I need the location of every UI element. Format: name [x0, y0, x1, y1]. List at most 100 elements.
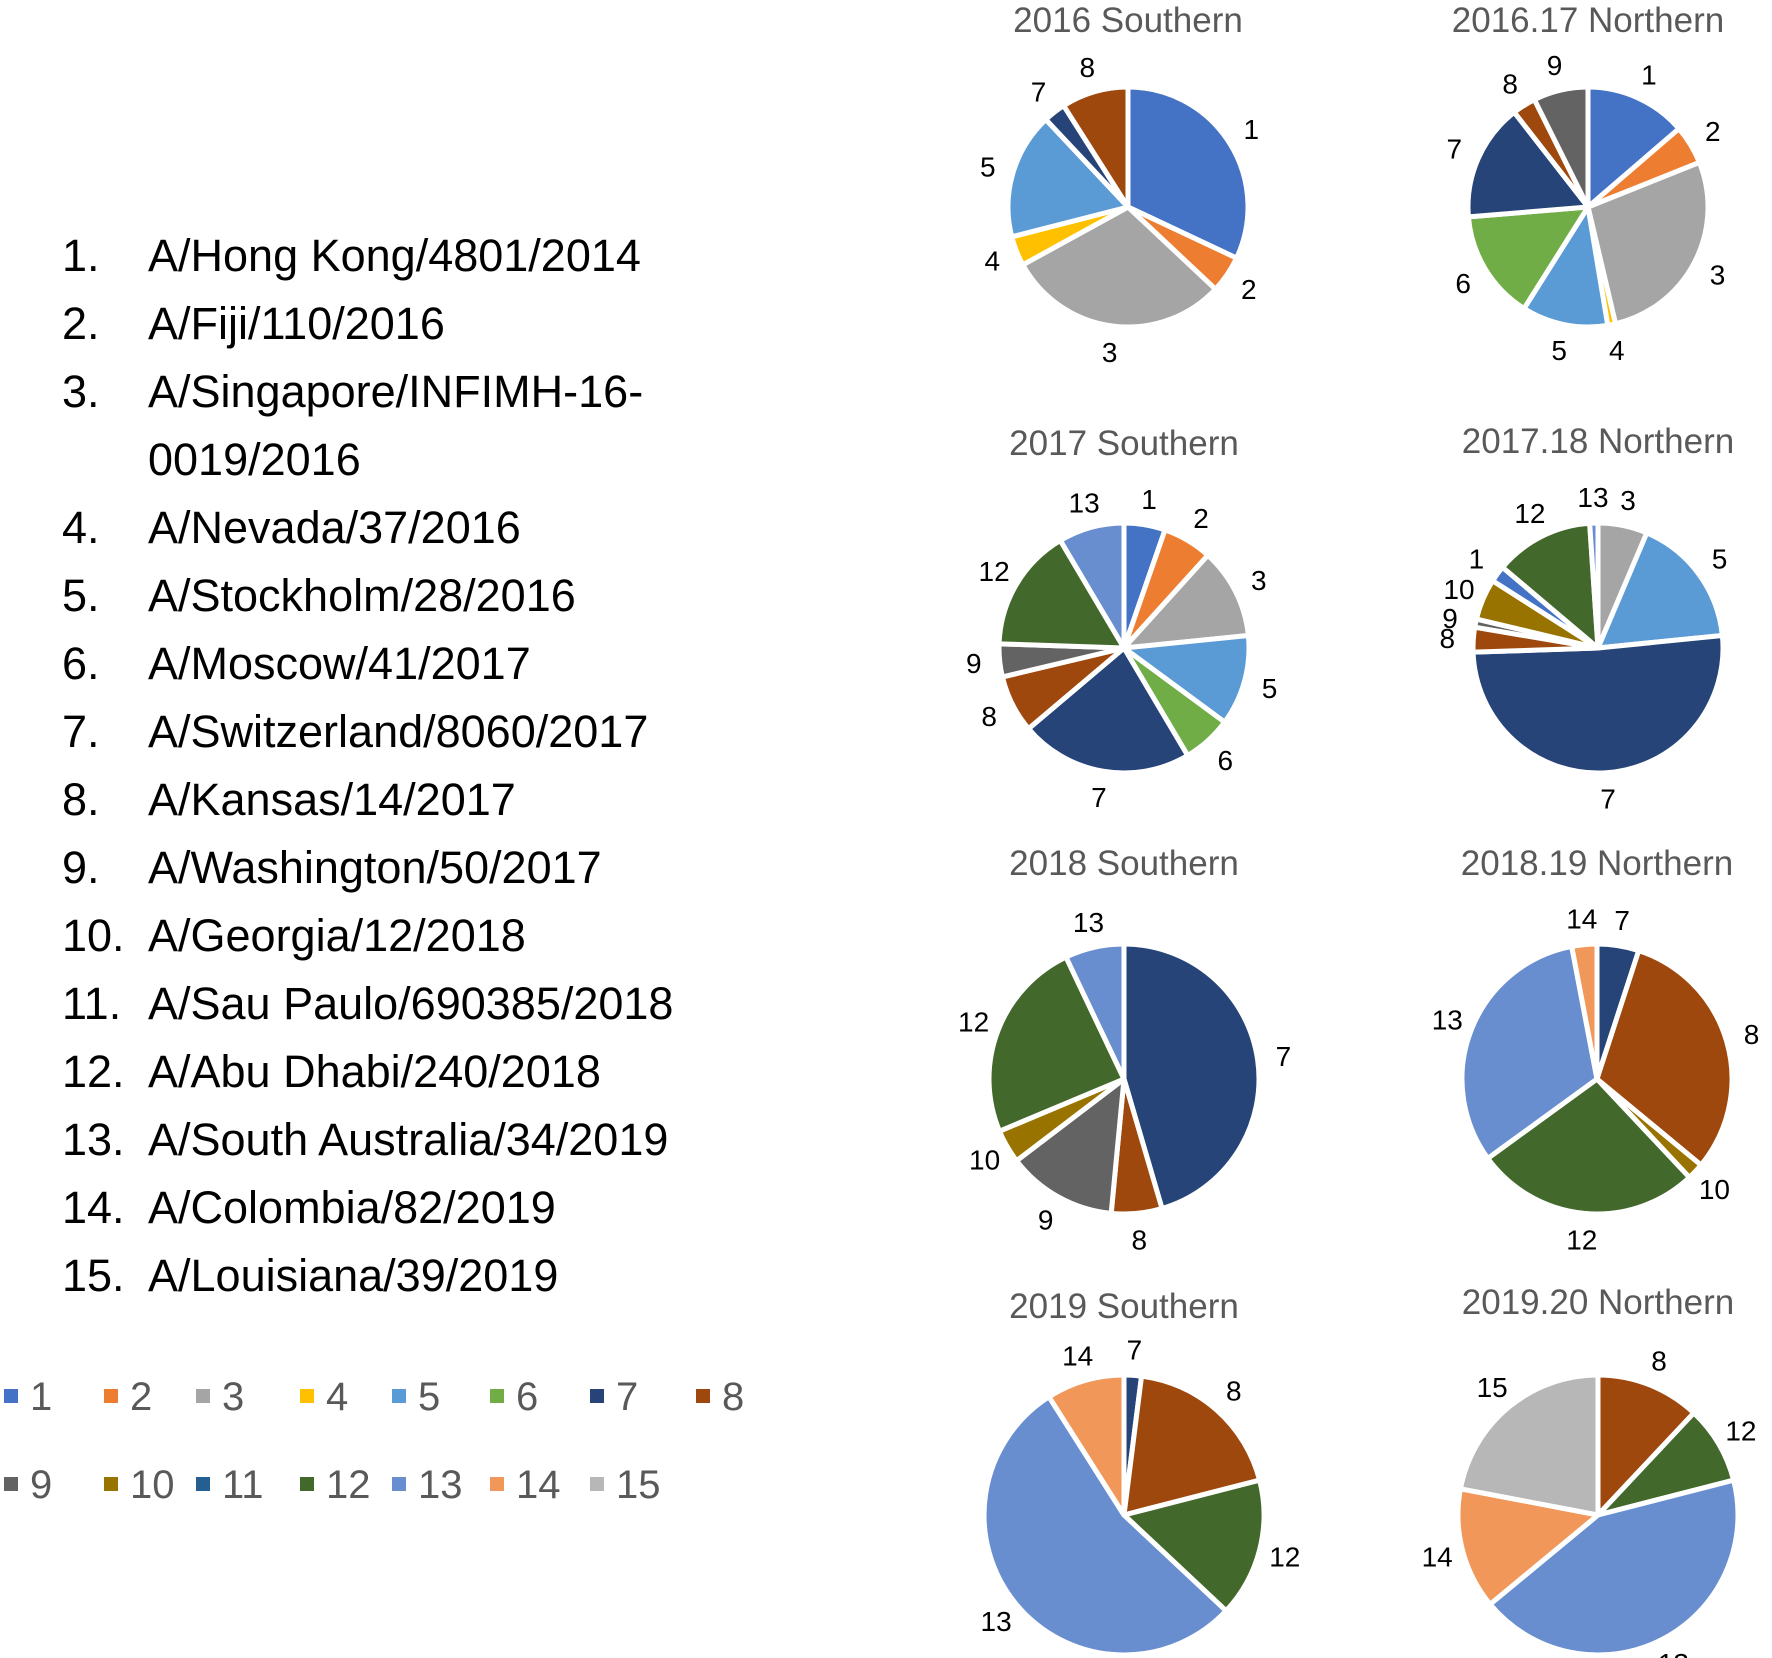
legend-label: 4 [326, 1375, 349, 1419]
slice-label: 9 [1547, 50, 1563, 81]
chart-title: 2019 Southern [1009, 1287, 1239, 1326]
slice-label: 13 [1658, 1648, 1689, 1658]
legend-label: 2 [130, 1375, 153, 1419]
legend-swatch [104, 1389, 118, 1404]
strain-number: 11. [62, 978, 122, 1029]
legend-item: 9 [4, 1463, 52, 1507]
legend-swatch [490, 1389, 504, 1404]
pie-slice [1121, 1373, 1263, 1518]
pie-slice [1063, 941, 1127, 1082]
slice-label: 7 [1276, 1041, 1292, 1072]
slice-label: 10 [1699, 1174, 1730, 1205]
strain-number: 10. [62, 910, 125, 961]
legend-item: 2 [104, 1375, 152, 1419]
strain-number: 6. [62, 638, 100, 689]
slice-label: 9 [1038, 1205, 1054, 1236]
strain-name: A/Moscow/41/2017 [148, 638, 531, 689]
legend-swatch [490, 1477, 504, 1492]
slice-label: 14 [1422, 1541, 1453, 1572]
slice-label: 12 [1269, 1541, 1300, 1572]
pie-slice [1125, 84, 1251, 261]
pie-slice [1455, 1486, 1601, 1607]
slice-label: 1 [1141, 484, 1157, 515]
pie-slice [1057, 520, 1127, 651]
pie-slice [1585, 84, 1682, 210]
legend-swatch [392, 1477, 406, 1492]
slice-label: 13 [1432, 1005, 1463, 1036]
chart-title: 2019.20 Northern [1462, 1283, 1734, 1322]
strain-number: 8. [62, 774, 100, 825]
strain-name: A/Hong Kong/4801/2014 [148, 230, 641, 281]
legend-swatch [300, 1389, 314, 1404]
slice-label: 4 [985, 246, 1001, 277]
legend-label: 5 [418, 1375, 441, 1419]
slice-label: 13 [1073, 907, 1104, 938]
pie-chart: 2019 Southern 7 8 12 13 14 [981, 1287, 1300, 1658]
strain-name: A/Nevada/37/2016 [148, 502, 521, 553]
legend-label: 14 [516, 1463, 561, 1507]
legend-item: 1 [4, 1375, 52, 1419]
slice-label: 9 [1442, 603, 1458, 634]
strain-number: 3. [62, 366, 100, 417]
slice-label: 8 [1744, 1019, 1760, 1050]
strain-name: A/Stockholm/28/2016 [148, 570, 576, 621]
legend-item: 12 [300, 1463, 371, 1507]
legend-label: 6 [516, 1375, 539, 1419]
pie-slice [1465, 204, 1591, 312]
slice-label: 8 [1651, 1346, 1667, 1377]
pie-slice [1595, 530, 1725, 651]
strain-number: 9. [62, 842, 100, 893]
legend-swatch [196, 1389, 210, 1404]
legend-label: 13 [418, 1463, 463, 1507]
strain-name: A/South Australia/34/2019 [148, 1114, 669, 1165]
pie-slice [1521, 204, 1611, 330]
legend-label: 11 [222, 1463, 264, 1507]
legend-swatch [696, 1389, 710, 1404]
legend-item: 13 [392, 1463, 463, 1507]
pie-slice [1594, 948, 1735, 1168]
pie-slice [1005, 117, 1131, 240]
pie-slice [1026, 645, 1191, 776]
strain-number: 15. [62, 1250, 125, 1301]
strain-name: A/Washington/50/2017 [148, 842, 602, 893]
slice-label: 3 [1710, 259, 1726, 290]
chart-title: 2016.17 Northern [1452, 1, 1724, 40]
pie-slice [1121, 552, 1251, 651]
legend-label: 12 [326, 1463, 371, 1507]
legend-swatch [590, 1389, 604, 1404]
slice-label: 12 [1566, 1224, 1597, 1255]
legend-item: 7 [590, 1375, 638, 1419]
legend-label: 1 [30, 1375, 53, 1419]
slice-label: 1 [1641, 59, 1657, 90]
slice-label: 13 [1069, 487, 1100, 518]
strain-number: 14. [62, 1182, 125, 1233]
slice-label: 8 [1440, 623, 1456, 654]
slice-label: 14 [1062, 1341, 1093, 1372]
chart-title: 2017.18 Northern [1462, 422, 1734, 461]
pie-slice [1457, 1372, 1601, 1518]
pie-chart: 2016.17 Northern 1 2 3 4 5 6 7 89 [1447, 1, 1726, 366]
slice-label: 8 [1502, 69, 1518, 100]
slice-label: 5 [980, 151, 996, 182]
strain-name: A/Sau Paulo/690385/2018 [148, 978, 674, 1029]
strain-number: 4. [62, 502, 100, 553]
slice-label: 6 [1455, 268, 1471, 299]
strain-name: A/Abu Dhabi/240/2018 [148, 1046, 601, 1097]
pie-slice [1569, 941, 1600, 1082]
slice-label: 8 [1132, 1224, 1148, 1255]
strain-name: A/Louisiana/39/2019 [148, 1250, 559, 1301]
legend-swatch [4, 1477, 18, 1492]
slice-label: 5 [1712, 543, 1728, 574]
slice-label: 13 [1577, 482, 1608, 513]
legend-swatch [300, 1477, 314, 1492]
pie-slice [1587, 520, 1601, 651]
legend-item: 10 [104, 1463, 175, 1507]
slice-label: 7 [1614, 905, 1630, 936]
slice-label: 10 [969, 1145, 1000, 1176]
chart-title: 2017 Southern [1009, 424, 1239, 463]
slice-label: 12 [958, 1007, 989, 1038]
legend-item: 6 [490, 1375, 538, 1419]
strain-name: A/Georgia/12/2018 [148, 910, 526, 961]
